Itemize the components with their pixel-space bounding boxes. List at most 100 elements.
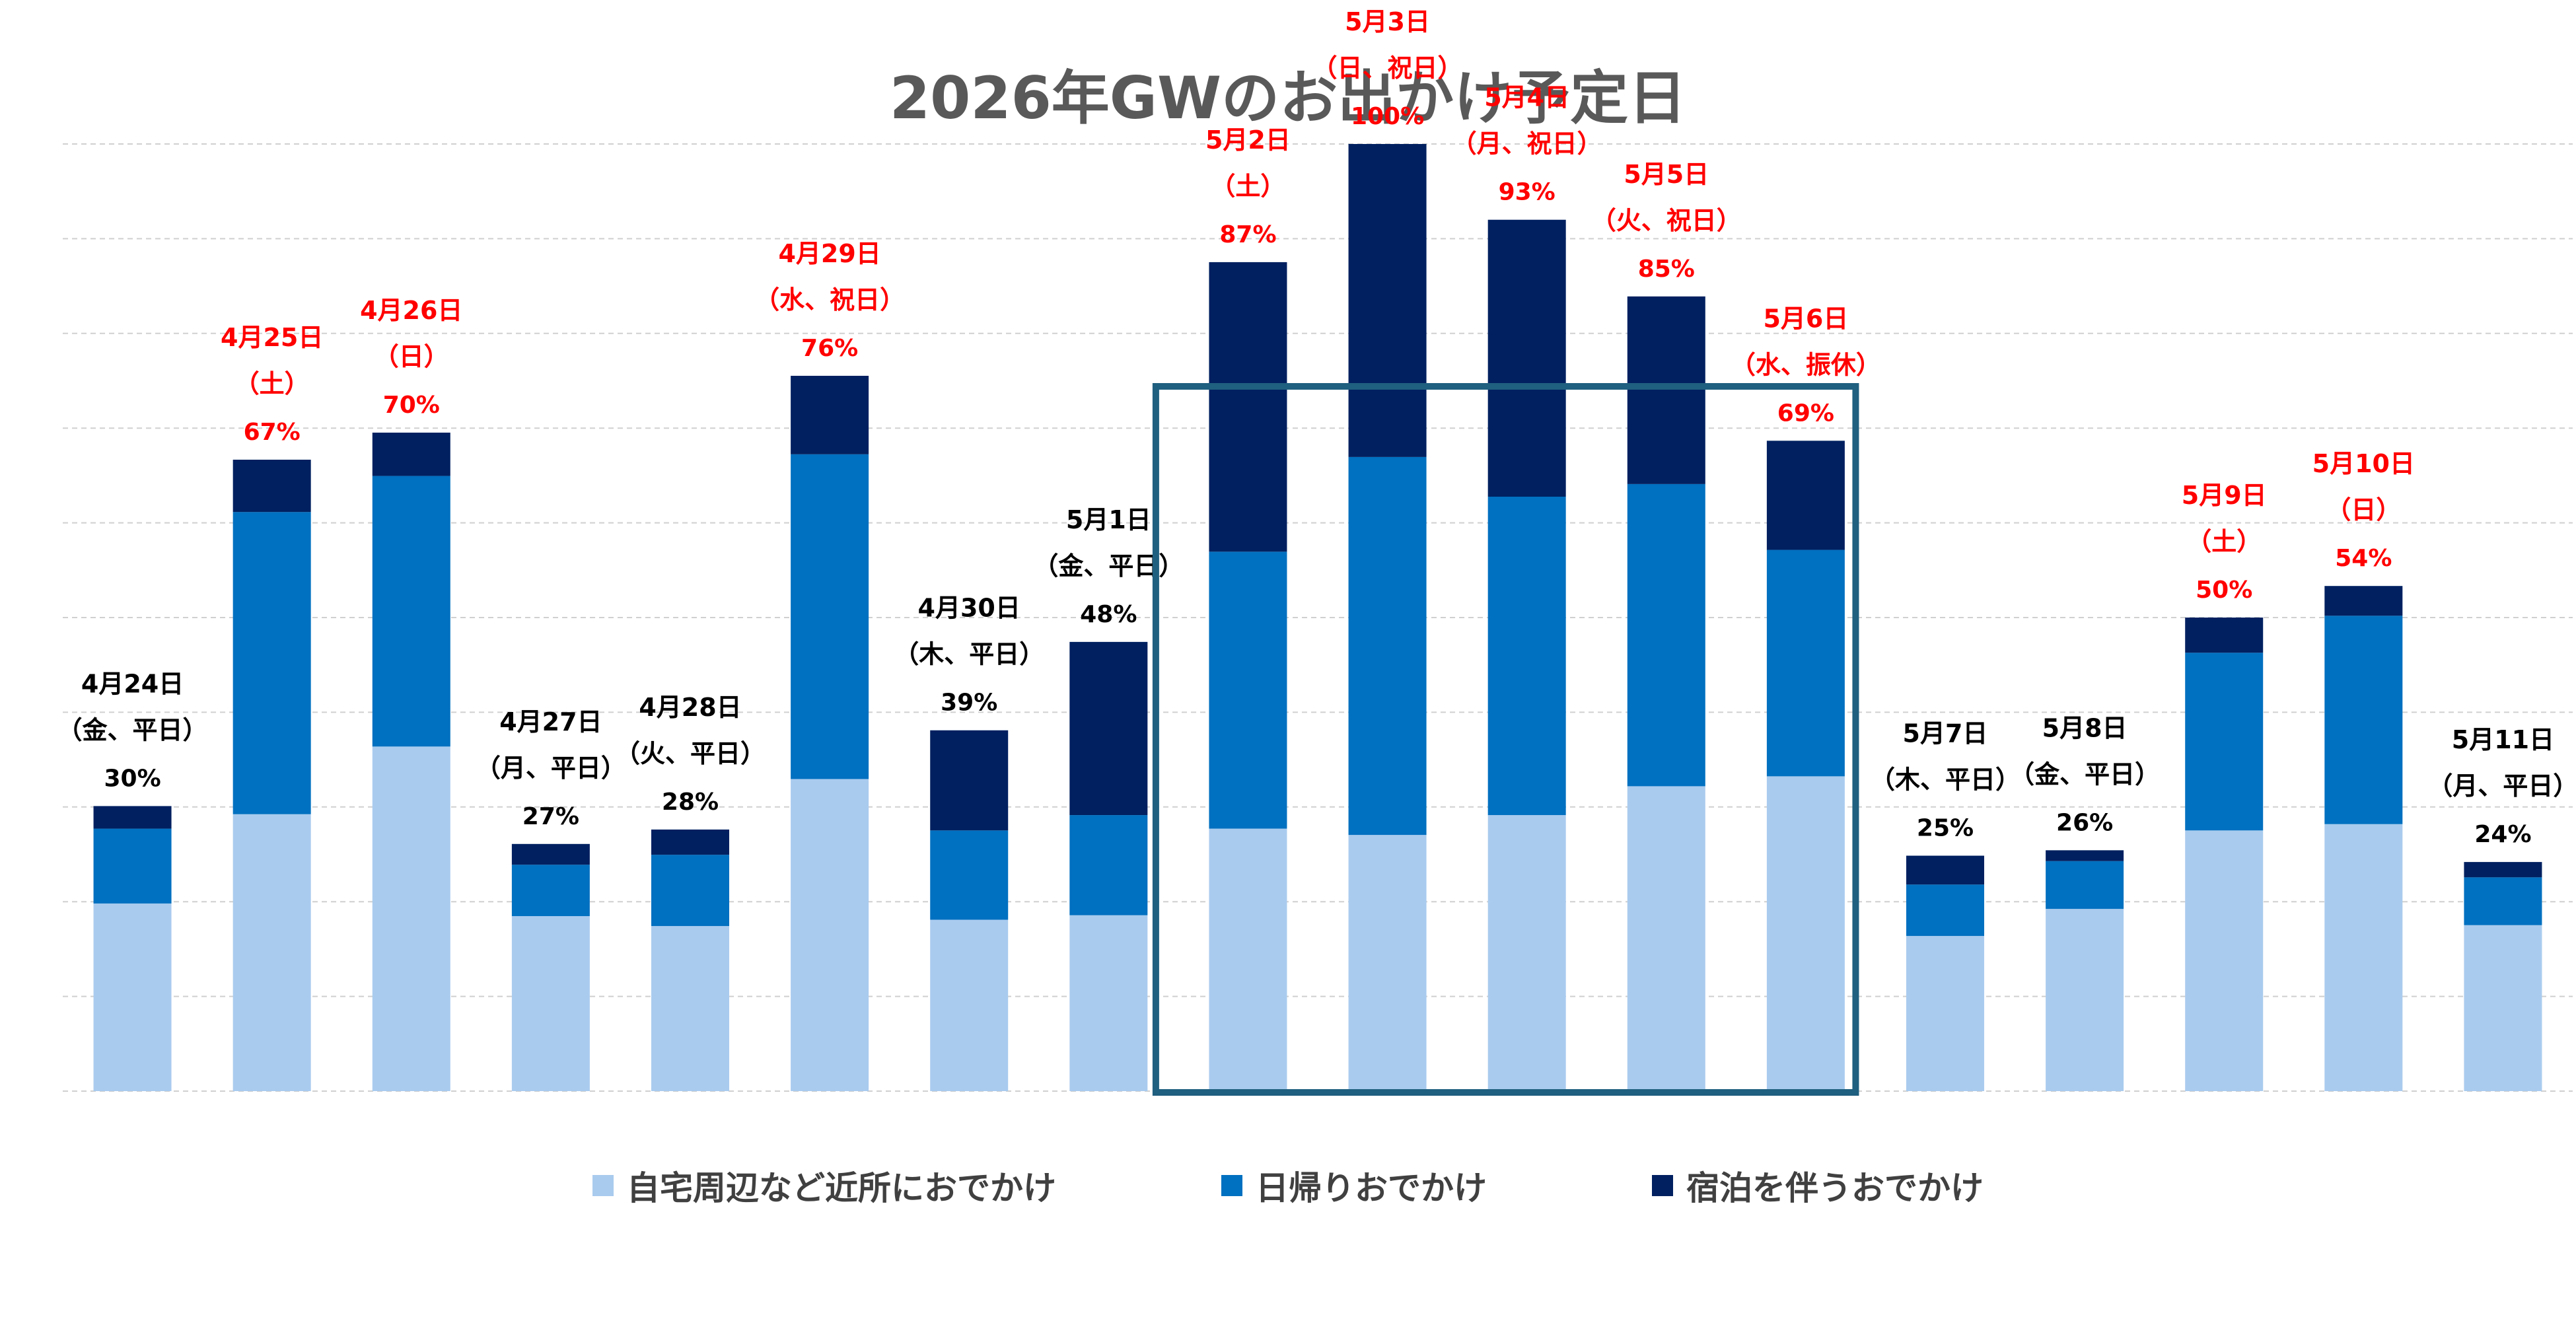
bar-segment-2 xyxy=(651,855,729,927)
legend-item-nearby: 自宅周辺など近所におでかけ xyxy=(592,1162,1056,1209)
data-label-date: 5月6日 xyxy=(1763,304,1848,333)
data-label-day: （金、平日） xyxy=(1033,552,1184,581)
bar-segment-2 xyxy=(1069,815,1148,915)
bar-segment-2 xyxy=(2324,616,2403,824)
data-label-pct: 67% xyxy=(244,419,301,446)
data-label-date: 5月10日 xyxy=(2312,449,2415,478)
bar-segment-3 xyxy=(1766,441,1845,550)
data-label-pct: 48% xyxy=(1080,601,1137,628)
bar-segment-2 xyxy=(1766,550,1845,777)
data-label-pct: 87% xyxy=(1219,221,1276,248)
data-label-day: （水、振休） xyxy=(1731,350,1881,379)
data-label-pct: 28% xyxy=(662,789,719,816)
legend-swatch-overnight xyxy=(1652,1175,1673,1196)
bar-segment-1 xyxy=(791,779,869,1091)
bar-segment-2 xyxy=(1348,456,1427,836)
bar-segment-3 xyxy=(791,375,869,454)
bar-segment-2 xyxy=(2464,877,2542,925)
bar-segment-2 xyxy=(791,454,869,779)
bar-segment-3 xyxy=(233,460,311,513)
bar-segment-1 xyxy=(1766,776,1845,1091)
highlight-box xyxy=(1152,383,1859,1096)
data-label-date: 5月5日 xyxy=(1624,160,1709,189)
legend-label-nearby: 自宅周辺など近所におでかけ xyxy=(627,1169,1056,1207)
bar-segment-2 xyxy=(233,512,311,814)
data-label-day: （日、祝日） xyxy=(1312,53,1463,83)
data-label-date: 5月4日 xyxy=(1484,83,1569,112)
data-label-date: 5月2日 xyxy=(1205,125,1291,155)
bar-segment-1 xyxy=(1209,828,1287,1091)
data-label-day: （木、平日） xyxy=(894,640,1044,669)
bar-segment-1 xyxy=(511,916,590,1091)
data-label-date: 4月24日 xyxy=(81,669,184,698)
bar-segment-1 xyxy=(2324,824,2403,1091)
data-label-day: （土） xyxy=(234,369,310,398)
bar-segment-3 xyxy=(1069,641,1148,816)
data-label-pct: 100% xyxy=(1351,103,1424,130)
data-label-day: （土） xyxy=(2186,527,2262,556)
data-label-day: （月、平日） xyxy=(476,754,626,783)
data-label-date: 4月29日 xyxy=(778,239,880,268)
bar-segment-2 xyxy=(511,865,590,917)
bar-segment-3 xyxy=(2464,862,2542,878)
data-label-date: 5月1日 xyxy=(1066,505,1151,534)
data-label-pct: 24% xyxy=(2474,821,2531,848)
chart-title: 2026年GWのお出かけ予定日 xyxy=(889,64,1687,132)
bar-segment-1 xyxy=(1069,915,1148,1091)
data-label-day: （月、祝日） xyxy=(1452,129,1602,159)
legend-swatch-daytrip xyxy=(1221,1175,1242,1196)
bar-segment-3 xyxy=(1487,219,1566,497)
bar-segment-3 xyxy=(2185,618,2264,653)
bar-segment-2 xyxy=(1906,884,1984,937)
bar-segment-2 xyxy=(372,476,450,747)
data-label-date: 5月11日 xyxy=(2452,725,2554,754)
bar-segment-1 xyxy=(93,903,172,1091)
data-label-day: （金、平日） xyxy=(2009,760,2160,789)
legend-label-daytrip: 日帰りおでかけ xyxy=(1256,1169,1487,1207)
data-label-date: 5月9日 xyxy=(2182,481,2267,510)
bar-segment-1 xyxy=(1627,786,1705,1091)
data-label-date: 5月3日 xyxy=(1345,7,1430,36)
bar-segment-1 xyxy=(651,926,729,1091)
data-label-day: （日） xyxy=(374,342,449,371)
data-label-pct: 70% xyxy=(383,392,440,419)
data-label-pct: 30% xyxy=(104,765,161,792)
data-label-day: （木、平日） xyxy=(1870,765,2021,795)
legend-label-overnight: 宿泊を伴うおでかけ xyxy=(1686,1169,1984,1207)
bar-segment-2 xyxy=(1627,483,1705,787)
data-label-day: （金、平日） xyxy=(57,715,208,744)
data-label-day: （土） xyxy=(1210,172,1285,201)
bar-segment-2 xyxy=(1209,552,1287,829)
bar-segment-3 xyxy=(372,433,450,476)
data-label-day: （火、平日） xyxy=(615,739,766,768)
bar-segment-3 xyxy=(1209,262,1287,552)
data-label-pct: 93% xyxy=(1499,179,1556,206)
data-label-date: 4月27日 xyxy=(499,707,602,736)
bar-segment-3 xyxy=(1627,296,1705,484)
data-label-pct: 85% xyxy=(1638,256,1695,283)
legend-item-daytrip: 日帰りおでかけ xyxy=(1221,1162,1487,1209)
bar-segment-1 xyxy=(1906,936,1984,1091)
bar-segment-3 xyxy=(2324,586,2403,616)
bar-segment-3 xyxy=(651,829,729,855)
legend-swatch-nearby xyxy=(592,1175,614,1196)
data-label-pct: 39% xyxy=(941,690,997,717)
data-label-day: （日） xyxy=(2326,495,2401,524)
data-label-pct: 27% xyxy=(522,803,579,830)
bar-segment-3 xyxy=(93,806,172,829)
bar-segment-2 xyxy=(930,830,1009,920)
data-label-date: 5月8日 xyxy=(2042,713,2128,742)
bar-segment-1 xyxy=(2185,830,2264,1091)
bar-segment-1 xyxy=(1487,815,1566,1091)
data-label-pct: 50% xyxy=(2196,577,2252,604)
bar-segment-2 xyxy=(2046,861,2124,909)
data-label-pct: 25% xyxy=(1917,815,1974,842)
bar-segment-2 xyxy=(1487,496,1566,816)
data-label-date: 4月25日 xyxy=(221,323,323,352)
data-label-pct: 54% xyxy=(2335,545,2392,572)
data-label-day: （月、平日） xyxy=(2427,771,2576,801)
bar-segment-1 xyxy=(2464,925,2542,1091)
bar-segment-3 xyxy=(2046,850,2124,861)
data-label-pct: 69% xyxy=(1777,400,1834,427)
